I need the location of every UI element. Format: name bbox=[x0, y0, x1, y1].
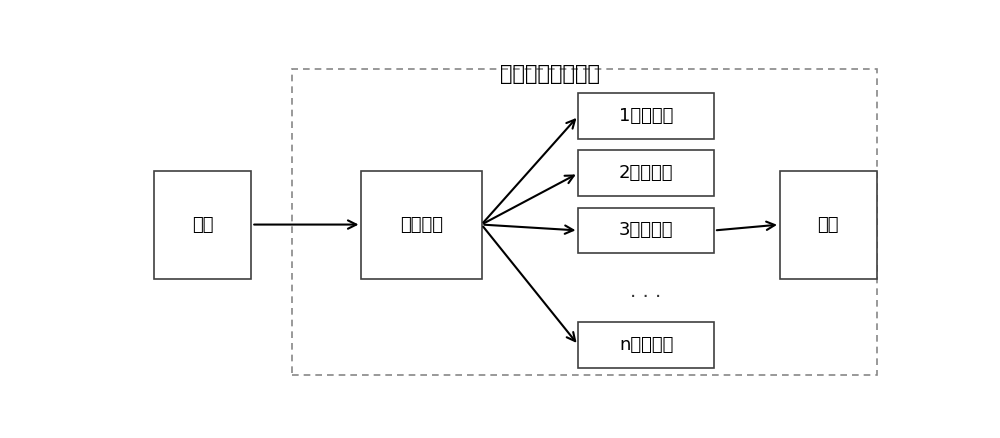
Text: 充电站内服务系统: 充电站内服务系统 bbox=[500, 64, 600, 85]
Bar bbox=[154, 171, 251, 279]
Bar bbox=[578, 322, 714, 368]
Text: · · ·: · · · bbox=[630, 288, 661, 307]
Text: 2号充电桩: 2号充电桩 bbox=[619, 164, 673, 182]
Text: 3号充电桩: 3号充电桩 bbox=[619, 222, 673, 240]
Text: 排队等候: 排队等候 bbox=[400, 215, 443, 233]
Bar bbox=[578, 208, 714, 253]
Bar bbox=[578, 93, 714, 138]
Bar bbox=[292, 70, 877, 374]
Text: n号充电桩: n号充电桩 bbox=[619, 336, 673, 354]
Bar bbox=[780, 171, 877, 279]
Text: 离开: 离开 bbox=[818, 215, 839, 233]
Text: 进站: 进站 bbox=[192, 215, 214, 233]
Bar bbox=[578, 150, 714, 196]
Bar bbox=[361, 171, 482, 279]
Text: 1号充电桩: 1号充电桩 bbox=[619, 107, 673, 125]
